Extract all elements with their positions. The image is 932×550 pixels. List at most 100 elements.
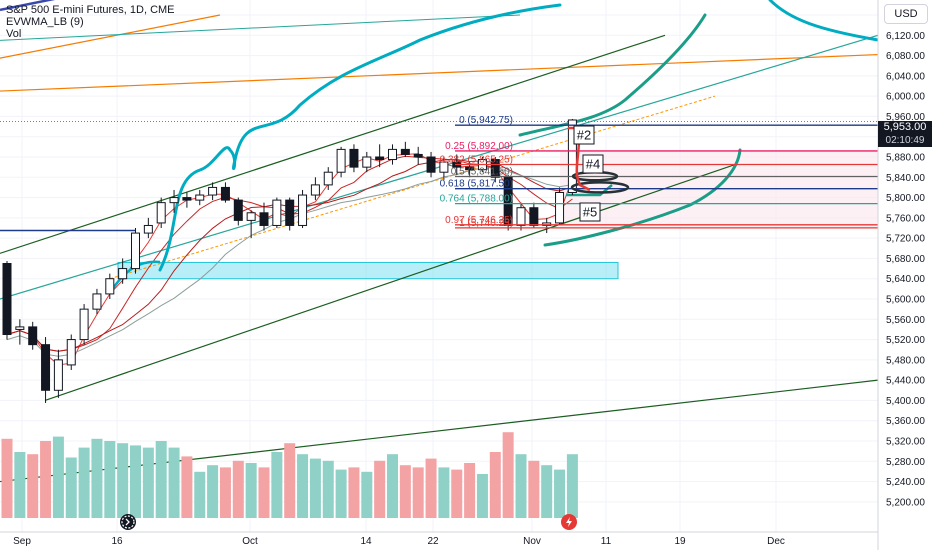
fib-level-label: 1 (5,740.25) <box>459 218 513 229</box>
candle <box>182 192 192 208</box>
indicator-volume[interactable]: Vol <box>6 28 22 40</box>
volume-bar <box>232 460 244 518</box>
candle <box>336 146 346 178</box>
candle-body-up <box>439 161 449 173</box>
price-tick-label: 5,840.00 <box>886 173 925 184</box>
candle-body-up <box>516 207 526 226</box>
price-tick-label: 5,960.00 <box>886 112 925 123</box>
candle <box>2 260 12 340</box>
candle-body-down <box>375 156 385 161</box>
candle <box>323 167 333 190</box>
annotations: #2 #4 #5 <box>568 125 630 222</box>
candle <box>233 197 243 226</box>
candle-body-up <box>336 148 346 173</box>
candle-body-up <box>298 194 308 226</box>
time-tick-label: 16 <box>111 536 123 547</box>
indicator-evwma[interactable]: EVWMA_LB (9) <box>6 16 84 28</box>
fib-level-label: 0.25 (5,892.00) <box>445 141 513 152</box>
price-tick-label: 5,440.00 <box>886 376 925 387</box>
candle <box>246 210 256 239</box>
dividends-icon[interactable] <box>120 514 136 530</box>
price-axis-bg <box>878 0 932 550</box>
earnings-icon[interactable] <box>561 514 577 530</box>
price-tick-label: 5,760.00 <box>886 213 925 224</box>
volume-bar <box>464 463 476 518</box>
volume-bar <box>194 471 206 518</box>
candle <box>310 177 320 201</box>
volume-bar <box>155 441 167 518</box>
price-axis[interactable]: 6,160.006,120.006,080.006,040.006,000.00… <box>877 0 932 550</box>
candle <box>41 337 51 403</box>
fib-level-label: 0 (5,942.75) <box>459 115 513 126</box>
volume-bar <box>502 432 514 518</box>
volume-bar <box>438 467 450 518</box>
bar-countdown: 02:10:49 <box>885 135 925 146</box>
last-price-value: 5,953.00 <box>883 121 927 133</box>
annotation-label: #5 <box>583 205 597 220</box>
candle-body-up <box>246 212 256 221</box>
candle-body-up <box>53 359 63 391</box>
last-price-tag: 5,953.00 02:10:49 <box>878 121 932 147</box>
candle <box>567 118 577 196</box>
trendline-orange-top <box>0 14 221 59</box>
volume-bar <box>476 474 488 518</box>
price-tick-label: 5,400.00 <box>886 396 925 407</box>
volume-bar <box>387 454 398 518</box>
candle-body-down <box>490 159 500 178</box>
candle-body-down <box>2 263 12 335</box>
candle-body-up <box>272 199 282 226</box>
candle-body-down <box>41 344 51 391</box>
price-tick-label: 5,320.00 <box>886 437 925 448</box>
time-axis[interactable]: Sep 16 Oct 14 22 Nov 11 19 Dec <box>0 531 878 547</box>
candle <box>169 189 179 213</box>
price-tick-label: 5,800.00 <box>886 193 925 204</box>
volume-bar <box>130 445 141 518</box>
fib-level-label: 0.382 (5,865.25) <box>440 154 513 165</box>
volume-bar <box>348 467 360 518</box>
candle-body-down <box>465 166 475 171</box>
volume-bar <box>271 452 283 518</box>
volume-bar <box>207 465 219 518</box>
freehand-curve-lower <box>543 148 742 247</box>
candle-body-up <box>388 148 397 161</box>
channel-mid-teal <box>0 34 879 300</box>
annotation-box <box>582 154 604 174</box>
volume-bars <box>1 432 578 518</box>
volume-bar <box>52 436 64 518</box>
price-tick-label: 5,560.00 <box>886 315 925 326</box>
volume-bar <box>515 454 527 518</box>
candles <box>2 118 577 403</box>
support-zone <box>117 261 619 280</box>
candle-body-down <box>220 186 230 201</box>
channel-upper <box>0 34 666 254</box>
volume-bar <box>14 452 26 518</box>
price-tick-label: 5,360.00 <box>886 416 925 427</box>
candle <box>28 321 38 350</box>
channel-lower <box>44 164 736 401</box>
fib-band <box>560 150 878 228</box>
candle <box>118 258 128 284</box>
candle <box>439 157 449 180</box>
fib-level-label: 0.764 (5,788.00) <box>440 194 513 205</box>
candle-body-down <box>529 207 539 226</box>
currency-button[interactable]: USD <box>884 4 928 24</box>
candle <box>156 197 166 228</box>
volume-bar <box>528 460 540 518</box>
candle-body-up <box>169 197 179 204</box>
fib-level-label: 0.97 (5,746.25) <box>445 215 513 226</box>
candle-body-up <box>156 202 166 224</box>
price-tick-label: 5,640.00 <box>886 274 925 285</box>
candle <box>208 182 218 201</box>
annotation-label: #2 <box>577 128 591 143</box>
candle-body-up <box>208 186 218 196</box>
price-tick-label: 6,000.00 <box>886 92 925 103</box>
candle-body-up <box>555 192 565 224</box>
candle <box>79 304 89 345</box>
candle <box>490 157 500 183</box>
candle-body-up <box>92 293 102 310</box>
candle <box>272 197 282 228</box>
candle-body-up <box>15 326 25 330</box>
candle-body-down <box>426 156 436 173</box>
symbol-title[interactable]: S&P 500 E-mini Futures, 1D, CME <box>6 4 175 16</box>
